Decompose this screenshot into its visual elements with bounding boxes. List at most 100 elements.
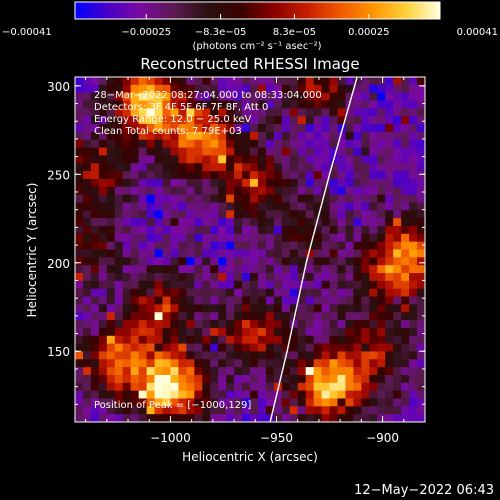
heatmap-cell (138, 296, 147, 305)
heatmap-cell (369, 186, 378, 196)
heatmap-cell (82, 249, 92, 258)
heatmap-cell (313, 147, 322, 156)
heatmap-cell (170, 320, 179, 329)
heatmap-cell (393, 84, 402, 94)
heatmap-cell (226, 320, 235, 329)
heatmap-cell (305, 194, 315, 203)
heatmap-cell (186, 233, 195, 243)
heatmap-cell (305, 178, 315, 188)
heatmap-cell (130, 398, 140, 407)
heatmap-cell (194, 367, 203, 376)
heatmap-cell (313, 233, 322, 243)
heatmap-cell (122, 382, 132, 392)
heatmap-cell (257, 77, 267, 86)
heatmap-cell (377, 351, 386, 360)
heatmap-cell (146, 147, 155, 156)
heatmap-cell (345, 390, 354, 399)
heatmap-cell (289, 84, 299, 94)
heatmap-cell (82, 296, 92, 305)
heatmap-cell (257, 218, 267, 227)
heatmap-cell (75, 398, 84, 407)
heatmap-cell (146, 343, 155, 352)
heatmap-cell (289, 202, 299, 211)
heatmap-cell (122, 77, 132, 86)
heatmap-cell (186, 155, 195, 164)
x-axis-ticks: −1000 −950 −900 (85, 77, 426, 445)
heatmap-cell (417, 343, 425, 352)
heatmap-cell (313, 398, 322, 407)
heatmap-cell (114, 116, 124, 125)
heatmap-cell (289, 398, 299, 407)
heatmap-cell (154, 92, 163, 101)
heatmap-cell (337, 359, 346, 368)
heatmap-cell (122, 288, 132, 297)
heatmap-cell (218, 163, 227, 172)
heatmap-cell (265, 327, 275, 337)
heatmap-cell (250, 202, 259, 211)
heatmap-cell (305, 390, 315, 399)
heatmap-cell (305, 241, 315, 250)
heatmap-cell (154, 320, 163, 329)
heatmap-cell (265, 139, 275, 148)
heatmap-cell (353, 186, 362, 196)
heatmap-cell (82, 335, 92, 344)
heatmap-cell (226, 147, 235, 156)
heatmap-cell (401, 406, 410, 415)
heatmap-cell (385, 92, 394, 101)
heatmap-cell (385, 343, 394, 352)
heatmap-cell (82, 382, 92, 392)
heatmap-cell (82, 225, 92, 235)
heatmap-cell (138, 178, 147, 188)
heatmap-cell (138, 382, 147, 392)
heatmap-cell (385, 288, 394, 297)
heatmap-cell (75, 359, 84, 368)
heatmap-cell (273, 194, 283, 203)
heatmap-cell (385, 100, 394, 109)
heatmap-cell (377, 406, 386, 415)
heatmap-cell (106, 265, 116, 274)
heatmap-cell (329, 210, 338, 219)
heatmap-cell (162, 131, 171, 141)
heatmap-cell (257, 249, 267, 258)
heatmap-cell (329, 367, 338, 376)
heatmap-cell (313, 210, 322, 219)
heatmap-cell (345, 288, 354, 297)
heatmap-cell (178, 241, 187, 250)
heatmap-cell (226, 202, 235, 211)
heatmap-cell (82, 108, 92, 117)
heatmap-cell (393, 131, 402, 141)
heatmap-cell (305, 320, 315, 329)
heatmap-cell (90, 92, 100, 101)
heatmap-cell (170, 390, 179, 399)
heatmap-cell (361, 367, 370, 376)
heatmap-cell (202, 218, 211, 227)
heatmap-cell (385, 320, 394, 329)
heatmap-cell (178, 265, 187, 274)
heatmap-cell (401, 327, 410, 337)
heatmap-cell (210, 367, 219, 376)
heatmap-cell (265, 343, 275, 352)
heatmap-cell (273, 280, 283, 290)
heatmap-cell (218, 406, 227, 415)
x-tick-label: −1000 (150, 431, 191, 445)
heatmap-cell (82, 131, 92, 141)
heatmap-cell (98, 233, 108, 243)
heatmap-cell (417, 178, 425, 188)
heatmap-cell (146, 233, 155, 243)
heatmap-cell (186, 116, 195, 125)
heatmap-cell (146, 288, 155, 297)
heatmap-cell (329, 147, 338, 156)
heatmap-cell (289, 296, 299, 305)
heatmap-cell (250, 257, 259, 266)
heatmap-cell (170, 139, 179, 148)
heatmap-cell (170, 124, 179, 133)
heatmap-cell (194, 210, 203, 219)
heatmap-cell (234, 92, 243, 101)
heatmap-cell (377, 390, 386, 399)
heatmap-cell (202, 116, 211, 125)
heatmap-cell (377, 77, 386, 86)
heatmap-cell (122, 194, 132, 203)
heatmap-cell (329, 359, 338, 368)
heatmap-cell (393, 280, 402, 290)
heatmap-cell (273, 139, 283, 148)
